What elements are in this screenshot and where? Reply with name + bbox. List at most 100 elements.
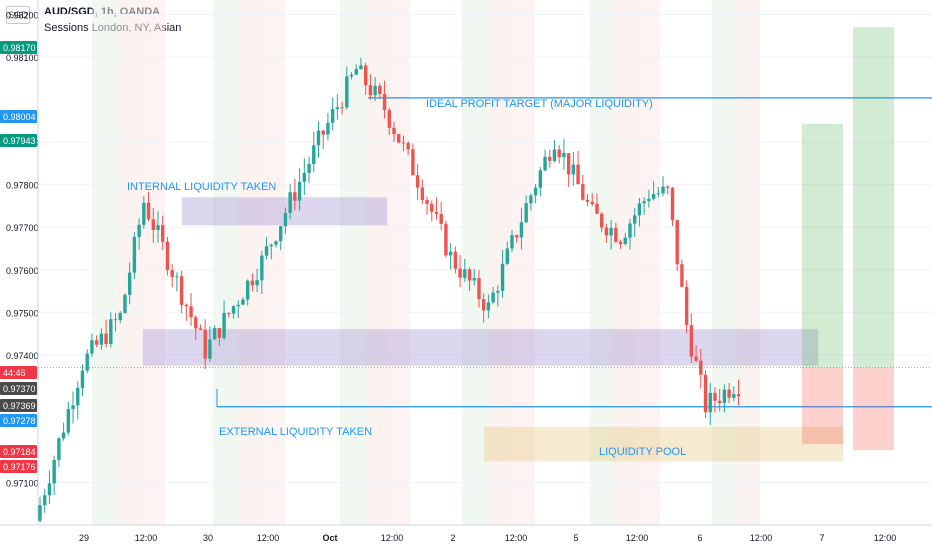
candle-body — [571, 164, 576, 175]
candle-body — [142, 202, 146, 225]
candle-body — [217, 327, 222, 339]
session-band — [365, 0, 388, 525]
candle-body — [581, 184, 585, 200]
candle-body — [109, 319, 113, 344]
candle-body — [614, 227, 618, 242]
candle-body — [359, 65, 363, 70]
candle-body — [656, 193, 661, 195]
candle-body — [222, 313, 226, 339]
candle-body — [241, 299, 245, 305]
price-badge-label: 0.98170 — [3, 43, 36, 53]
candle-body — [439, 213, 443, 224]
candle-body — [85, 353, 89, 371]
candle-body — [297, 181, 302, 201]
candle-body — [156, 225, 160, 230]
candle-body — [425, 199, 429, 204]
price-badge — [0, 366, 37, 379]
candle-body — [708, 392, 712, 413]
line-label: EXTERNAL LIQUIDITY TAKEN — [219, 426, 372, 438]
y-tick-label: 0.97700 — [6, 223, 39, 233]
candle-body — [420, 187, 425, 200]
session-band — [590, 0, 612, 525]
x-tick-label: 12:00 — [874, 533, 897, 543]
session-band — [118, 0, 140, 525]
y-tick-label: 0.97100 — [6, 478, 39, 488]
x-tick-label: Oct — [322, 533, 337, 543]
y-tick-label: 0.97400 — [6, 351, 39, 361]
y-tick-label: 0.97600 — [6, 266, 39, 276]
currency-selector[interactable]: SGD — [6, 6, 30, 24]
session-band — [238, 0, 262, 525]
candle-body — [699, 360, 703, 375]
candle-body — [694, 356, 698, 361]
candle-body — [736, 394, 741, 397]
price-badge-label: 0.97176 — [3, 462, 36, 472]
x-tick-label: 12:00 — [626, 533, 649, 543]
candle-body — [165, 241, 170, 271]
price-badge — [0, 460, 37, 473]
candle-body — [184, 304, 189, 307]
candle-body — [406, 142, 410, 150]
candle-body — [515, 235, 519, 238]
candle-body — [623, 237, 627, 245]
candle-body — [675, 220, 679, 265]
zone-label: LIQUIDITY POOL — [599, 446, 686, 458]
candle-body — [463, 269, 467, 278]
candle-body — [212, 327, 217, 340]
candle-body — [599, 213, 604, 228]
session-band — [462, 0, 488, 525]
candle-body — [345, 76, 349, 108]
candle-body — [71, 405, 75, 410]
x-tick-label: 12:00 — [135, 533, 158, 543]
candle-body — [628, 223, 632, 238]
candle-body — [368, 85, 373, 96]
session-band — [388, 0, 410, 525]
candle-body — [552, 149, 557, 161]
session-band — [140, 0, 165, 525]
candle-body — [340, 107, 344, 109]
candle-body — [269, 244, 273, 247]
price-badge-label: 0.97369 — [3, 401, 36, 411]
candle-body — [198, 328, 203, 330]
price-badge-label: 0.98004 — [3, 112, 36, 122]
candle-body — [38, 505, 42, 521]
candle-body — [175, 276, 179, 278]
candle-body — [510, 235, 514, 249]
candle-body — [661, 186, 665, 194]
candle-body — [335, 107, 340, 110]
candle-body — [713, 392, 717, 401]
candle-body — [293, 192, 297, 201]
candle-body — [727, 389, 731, 398]
loss-zone — [853, 367, 894, 451]
candle-body — [472, 278, 476, 281]
candle-body — [411, 149, 415, 176]
candle-body — [61, 432, 66, 439]
candle-body — [533, 187, 538, 196]
candle-body — [382, 93, 387, 111]
session-band — [340, 0, 365, 525]
candle-body — [118, 312, 122, 320]
candle-body — [52, 459, 56, 484]
candle-body — [519, 222, 524, 238]
candle-body — [576, 164, 580, 185]
price-badge-label: 0.97943 — [3, 136, 36, 146]
candle-body — [326, 122, 330, 135]
candle-body — [137, 224, 141, 237]
candle-body — [609, 227, 613, 236]
candle-body — [363, 65, 368, 86]
candle-body — [264, 246, 269, 256]
y-tick-label: 0.98100 — [6, 53, 39, 63]
line-label: IDEAL PROFIT TARGET (MAJOR LIQUIDITY) — [426, 98, 653, 110]
candle-body — [57, 438, 61, 460]
candle-body — [283, 213, 288, 227]
candle-body — [227, 313, 231, 315]
candle-body — [132, 236, 137, 273]
candle-body — [378, 85, 382, 94]
price-badge — [0, 399, 37, 412]
candle-body — [618, 241, 623, 245]
candle-body — [231, 306, 236, 314]
x-tick-label: 29 — [79, 533, 89, 543]
price-badge — [0, 110, 37, 123]
candle-body — [444, 223, 448, 256]
